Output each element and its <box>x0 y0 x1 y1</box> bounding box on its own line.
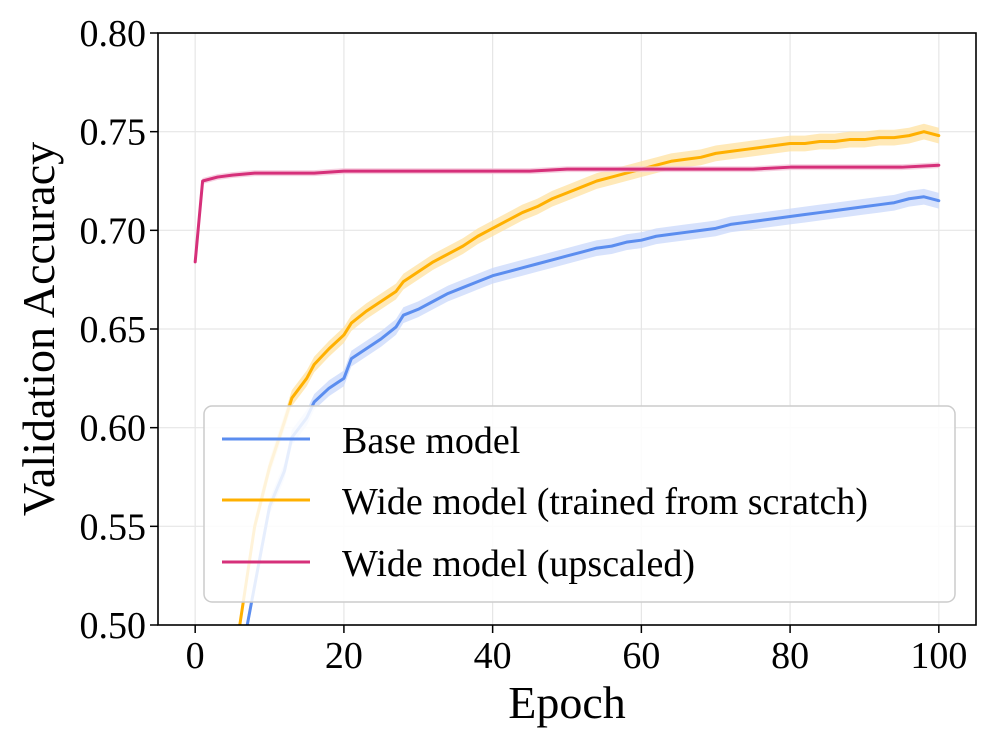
y-axis-title: Validation Accuracy <box>13 142 64 516</box>
x-tick-label: 80 <box>771 635 809 677</box>
x-axis-title: Epoch <box>508 677 626 728</box>
series-layer <box>193 123 941 625</box>
legend-label-wide-scratch: Wide model (trained from scratch) <box>342 481 868 523</box>
axis-ticks: 0 20 40 60 80 100 0.50 0.55 0.60 0.65 0.70 0.75 0.80 <box>80 13 968 677</box>
legend: Base model Wide model (trained from scra… <box>203 405 956 603</box>
y-tick-label: 0.60 <box>80 408 147 450</box>
x-tick-label: 0 <box>186 635 205 677</box>
legend-label-base-model: Base model <box>342 420 520 462</box>
x-tick-label: 60 <box>622 635 660 677</box>
y-tick-label: 0.65 <box>80 309 147 351</box>
x-tick-label: 20 <box>325 635 363 677</box>
y-tick-label: 0.75 <box>80 112 147 154</box>
y-tick-label: 0.50 <box>80 605 147 647</box>
x-tick-label: 40 <box>474 635 512 677</box>
y-tick-label: 0.70 <box>80 210 147 252</box>
y-tick-label: 0.80 <box>80 13 147 55</box>
legend-box <box>203 405 956 603</box>
legend-label-wide-upscaled: Wide model (upscaled) <box>342 543 695 585</box>
plot-area <box>193 123 941 625</box>
series-line-base-model <box>245 195 941 625</box>
x-tick-label: 100 <box>910 635 967 677</box>
series-line-wide-upscaled <box>193 163 941 264</box>
y-tick-label: 0.55 <box>80 506 147 548</box>
series-line-wide-scratch <box>238 130 941 625</box>
